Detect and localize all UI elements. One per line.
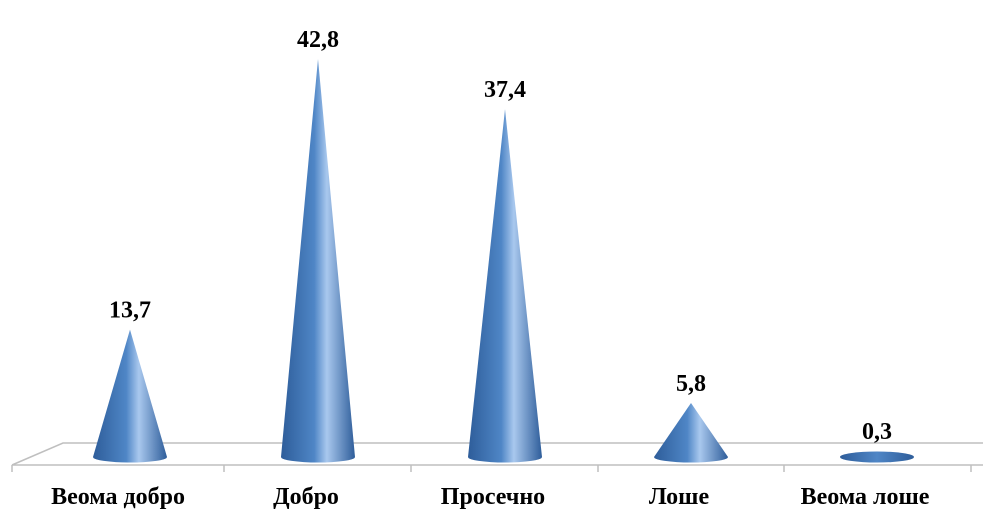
category-tick-label: Веома лоше xyxy=(801,484,930,510)
cone-bar xyxy=(840,451,914,463)
cone-bar xyxy=(281,58,355,463)
cone-series xyxy=(93,58,914,463)
category-tick-label: Лоше xyxy=(649,484,710,510)
category-tick-label: Добро xyxy=(273,484,339,510)
category-tick-label: Веома добро xyxy=(51,484,185,510)
data-label: 42,8 xyxy=(297,27,339,53)
data-label: 0,3 xyxy=(862,419,892,445)
category-tick-label: Просечно xyxy=(441,484,545,510)
data-label: 5,8 xyxy=(676,371,706,397)
category-labels: Веома добро Добро Просечно Лоше Веома лоше xyxy=(51,484,930,510)
data-label: 37,4 xyxy=(484,77,526,103)
value-labels: 13,7 42,8 37,4 5,8 0,3 xyxy=(109,27,892,445)
cone-bar xyxy=(93,329,167,463)
cone-bar xyxy=(654,403,728,463)
data-label: 13,7 xyxy=(109,298,151,324)
cone-bar xyxy=(468,109,542,463)
